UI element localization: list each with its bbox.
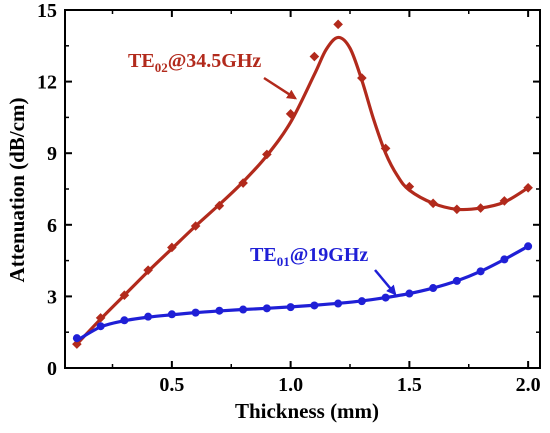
y-axis-title: Attenuation (dB/cm): [5, 98, 29, 283]
data-point: [95, 313, 106, 323]
data-point: [119, 290, 130, 301]
data-point: [167, 242, 177, 253]
x-tick-label: 1.0: [278, 374, 303, 396]
x-axis-title: Thickness (mm): [235, 399, 379, 423]
data-point: [524, 242, 533, 251]
series-label: TE02@34.5GHz: [128, 50, 261, 75]
data-point: [309, 51, 320, 62]
y-tick-label: 0: [47, 358, 57, 380]
y-tick-label: 15: [37, 0, 57, 22]
y-tick-label: 3: [47, 286, 57, 308]
data-point: [499, 196, 510, 206]
data-point: [357, 297, 366, 306]
data-point: [144, 312, 153, 321]
x-tick-label: 0.5: [159, 374, 184, 396]
y-tick-label: 12: [37, 72, 57, 94]
series-layer: [72, 19, 533, 349]
series-1: [72, 242, 533, 343]
data-point: [523, 183, 533, 193]
series-0: [72, 19, 533, 349]
data-point: [285, 109, 296, 119]
data-point: [310, 301, 319, 310]
series-line: [75, 35, 530, 346]
data-point: [167, 310, 176, 319]
data-point: [120, 316, 129, 325]
data-point: [96, 322, 105, 331]
data-point: [262, 149, 272, 160]
series-label: TE01@19GHz: [250, 244, 368, 269]
annotation-layer: TE02@34.5GHz TE01@19GHz: [128, 50, 397, 296]
data-point: [191, 308, 200, 317]
data-point: [143, 265, 153, 275]
y-tick-label: 6: [47, 215, 57, 237]
data-point: [380, 143, 391, 154]
data-point: [405, 289, 414, 298]
data-point: [239, 305, 248, 314]
data-point: [429, 284, 438, 293]
data-point: [452, 276, 461, 285]
data-point: [215, 306, 224, 315]
data-point: [404, 181, 415, 192]
x-tick-label: 2.0: [516, 374, 541, 396]
data-point: [476, 267, 485, 276]
data-point: [452, 204, 462, 215]
data-point: [381, 293, 390, 302]
axes: 0.5 1.0 1.5 2.0 0 3 6 9 12 15: [37, 0, 541, 396]
data-point: [72, 339, 82, 349]
data-point: [262, 304, 271, 313]
data-point: [357, 73, 367, 83]
annotation-arrow: [263, 76, 298, 100]
data-point: [286, 303, 295, 312]
data-point: [238, 178, 248, 188]
data-point: [428, 198, 438, 209]
data-point: [333, 19, 343, 30]
data-point: [72, 334, 81, 343]
data-point: [500, 255, 509, 264]
data-point: [190, 221, 201, 231]
data-point: [214, 200, 225, 211]
annotation-arrow: [374, 269, 397, 296]
y-tick-label: 9: [47, 143, 57, 165]
data-point: [475, 203, 486, 213]
x-tick-label: 1.5: [397, 374, 422, 396]
data-point: [334, 299, 343, 308]
